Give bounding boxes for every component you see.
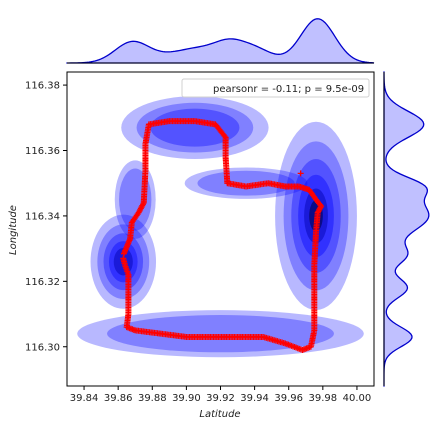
y-tick-label: 116.32 bbox=[25, 277, 60, 288]
route-point-marker bbox=[297, 170, 304, 177]
route-points bbox=[120, 118, 325, 354]
legend-text: pearsonr = -0.11; p = 9.5e-09 bbox=[213, 84, 364, 95]
x-axis-label: Latitude bbox=[199, 409, 240, 420]
route-point-marker bbox=[120, 250, 127, 257]
y-tick-label: 116.38 bbox=[25, 81, 60, 92]
kde-contour bbox=[119, 168, 152, 231]
marginal-y-curve bbox=[383, 71, 430, 386]
marginal-y-density bbox=[383, 71, 430, 386]
kde-contour bbox=[184, 167, 308, 199]
axis-ticks: 39.84 39.86 39.88 39.90 39.92 39.94 39.96 39.98… bbox=[25, 81, 371, 404]
y-tick-label: 116.36 bbox=[25, 146, 60, 157]
x-tick-label: 39.84 bbox=[70, 393, 99, 404]
x-tick-label: 39.86 bbox=[104, 393, 133, 404]
x-tick-label: 39.98 bbox=[309, 393, 338, 404]
x-tick-label: 39.88 bbox=[138, 393, 167, 404]
y-axis-label: Longitude bbox=[8, 205, 19, 255]
kde-contour bbox=[136, 102, 254, 153]
legend: pearsonr = -0.11; p = 9.5e-09 bbox=[181, 78, 370, 98]
marginal-x-curve bbox=[66, 18, 375, 64]
y-tick-label: 116.30 bbox=[25, 342, 60, 353]
x-tick-label: 39.96 bbox=[274, 393, 303, 404]
kde-contour bbox=[121, 96, 269, 160]
marginal-x-density bbox=[66, 18, 375, 64]
legend-box bbox=[181, 78, 370, 98]
x-tick-label: 39.94 bbox=[240, 393, 269, 404]
kde-density-contours bbox=[77, 96, 364, 358]
kde-contour bbox=[197, 170, 295, 196]
x-tick-label: 39.92 bbox=[206, 393, 235, 404]
y-tick-label: 116.34 bbox=[25, 211, 60, 222]
x-tick-label: 39.90 bbox=[172, 393, 201, 404]
x-tick-label: 40.00 bbox=[343, 393, 372, 404]
